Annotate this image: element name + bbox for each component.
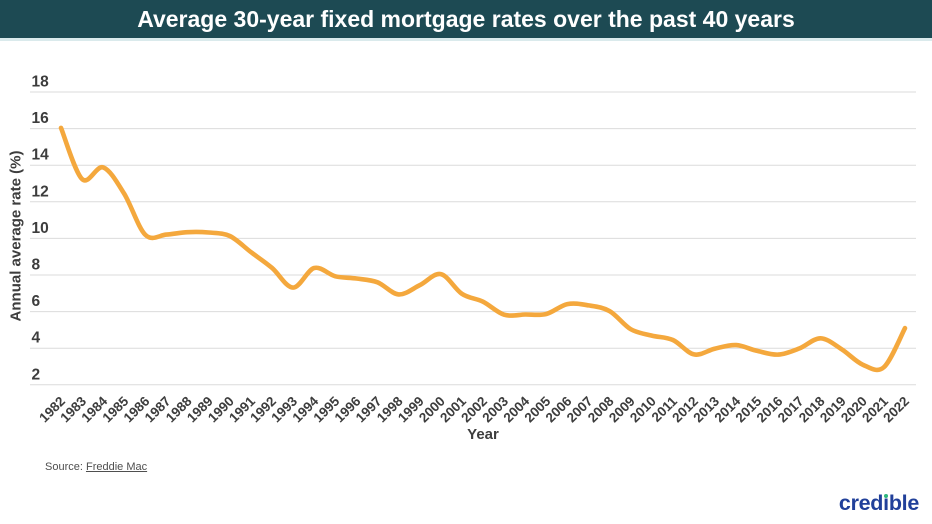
logo-text-pre: cred	[838, 491, 884, 515]
y-gridlines	[30, 91, 916, 386]
y-axis-title: Annual average rate (%)	[7, 150, 25, 322]
credible-logo: credible	[839, 491, 919, 516]
y-tick-labels: 18 16 14 12 10 8 6 4 2	[32, 74, 50, 384]
source-link[interactable]: Freddie Mac	[85, 461, 148, 473]
logo-i-green-dot: i	[883, 491, 889, 515]
y-tick-label: 18	[32, 74, 50, 91]
x-tick-labels: 1982198319841985198619871988198919901991…	[36, 393, 912, 425]
y-tick-label: 8	[32, 257, 41, 274]
y-tick-label: 14	[32, 147, 50, 164]
rate-line	[58, 125, 908, 373]
source-note: Source: Freddie Mac	[45, 461, 147, 473]
chart-header: Average 30-year fixed mortgage rates ove…	[0, 0, 932, 41]
y-tick-label: 6	[32, 293, 41, 310]
logo-text-post: ble	[888, 491, 919, 515]
y-tick-label: 4	[32, 330, 41, 347]
y-tick-label: 10	[32, 220, 49, 237]
x-axis-title: Year	[467, 426, 499, 443]
y-tick-label: 12	[32, 183, 49, 200]
y-tick-label: 2	[32, 366, 41, 383]
chart-title: Average 30-year fixed mortgage rates ove…	[137, 5, 795, 32]
source-label: Source:	[45, 461, 86, 473]
y-tick-label: 16	[32, 110, 50, 127]
